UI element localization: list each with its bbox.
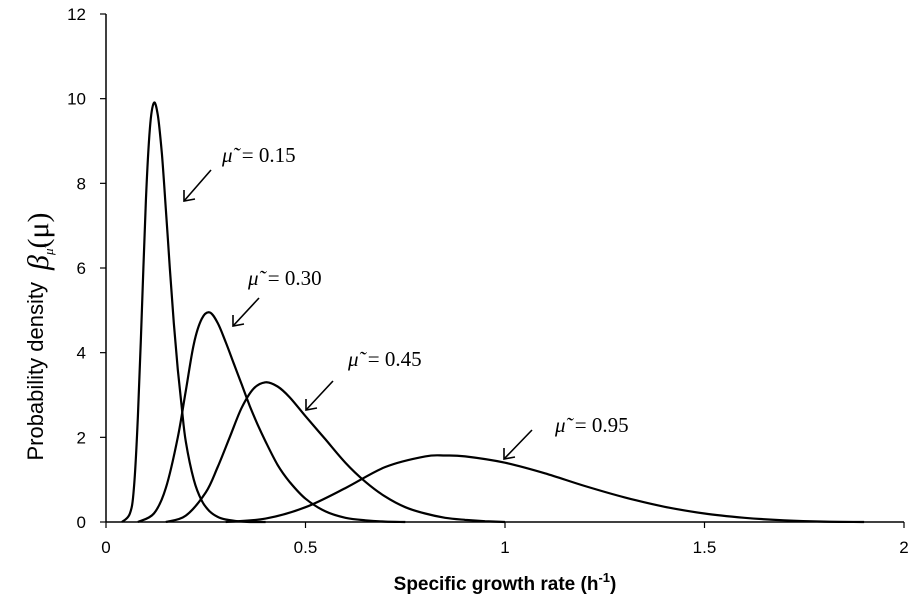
annotation-series-2: μ̃ = 0.30 — [247, 266, 322, 290]
annotation-arrows — [183, 169, 533, 460]
y-tick-label: 10 — [67, 90, 86, 109]
plot-area: 0 0.5 1 1.5 2 0 2 4 6 8 10 12 — [67, 5, 908, 557]
x-axis-title: Specific growth rate (h-1) — [394, 570, 617, 595]
arrowhead-series-1 — [183, 190, 196, 202]
arrow-series-4 — [503, 429, 533, 460]
y-tick-label: 6 — [77, 259, 86, 278]
curves — [121, 101, 865, 524]
arrow-series-2 — [232, 297, 260, 327]
y-tick-label: 12 — [67, 5, 86, 24]
y-tick-label: 8 — [77, 174, 86, 193]
series-line-1 — [121, 101, 266, 524]
annotation-series-3: μ̃ = 0.45 — [347, 347, 422, 371]
series-line-3 — [165, 381, 506, 524]
series-line-2 — [137, 311, 406, 524]
y-axis-label: Probability density — [23, 282, 48, 461]
y-tick-label: 2 — [77, 428, 86, 447]
series-line-4 — [225, 454, 865, 524]
arrowhead-series-4 — [503, 448, 516, 460]
x-tick-label: 0.5 — [294, 538, 318, 557]
arrowhead-series-2 — [232, 315, 245, 327]
axis-ticks: 0 0.5 1 1.5 2 0 2 4 6 8 10 12 — [67, 5, 908, 557]
arrow-series-3 — [305, 380, 334, 411]
y-axis-title: Probability density βμ̃(μ) — [22, 212, 56, 460]
y-tick-label: 0 — [77, 513, 86, 532]
annotation-series-4: μ̃ = 0.95 — [554, 413, 629, 437]
y-tick-label: 4 — [77, 344, 86, 363]
x-tick-label: 2 — [899, 538, 908, 557]
arrowhead-series-3 — [305, 399, 318, 411]
x-tick-label: 0 — [101, 538, 110, 557]
y-axis-symbol: βμ̃(μ) — [22, 212, 56, 271]
annotation-series-1: μ̃ = 0.15 — [221, 143, 296, 167]
x-tick-label: 1 — [500, 538, 509, 557]
x-tick-label: 1.5 — [693, 538, 717, 557]
arrow-series-1 — [183, 169, 212, 202]
